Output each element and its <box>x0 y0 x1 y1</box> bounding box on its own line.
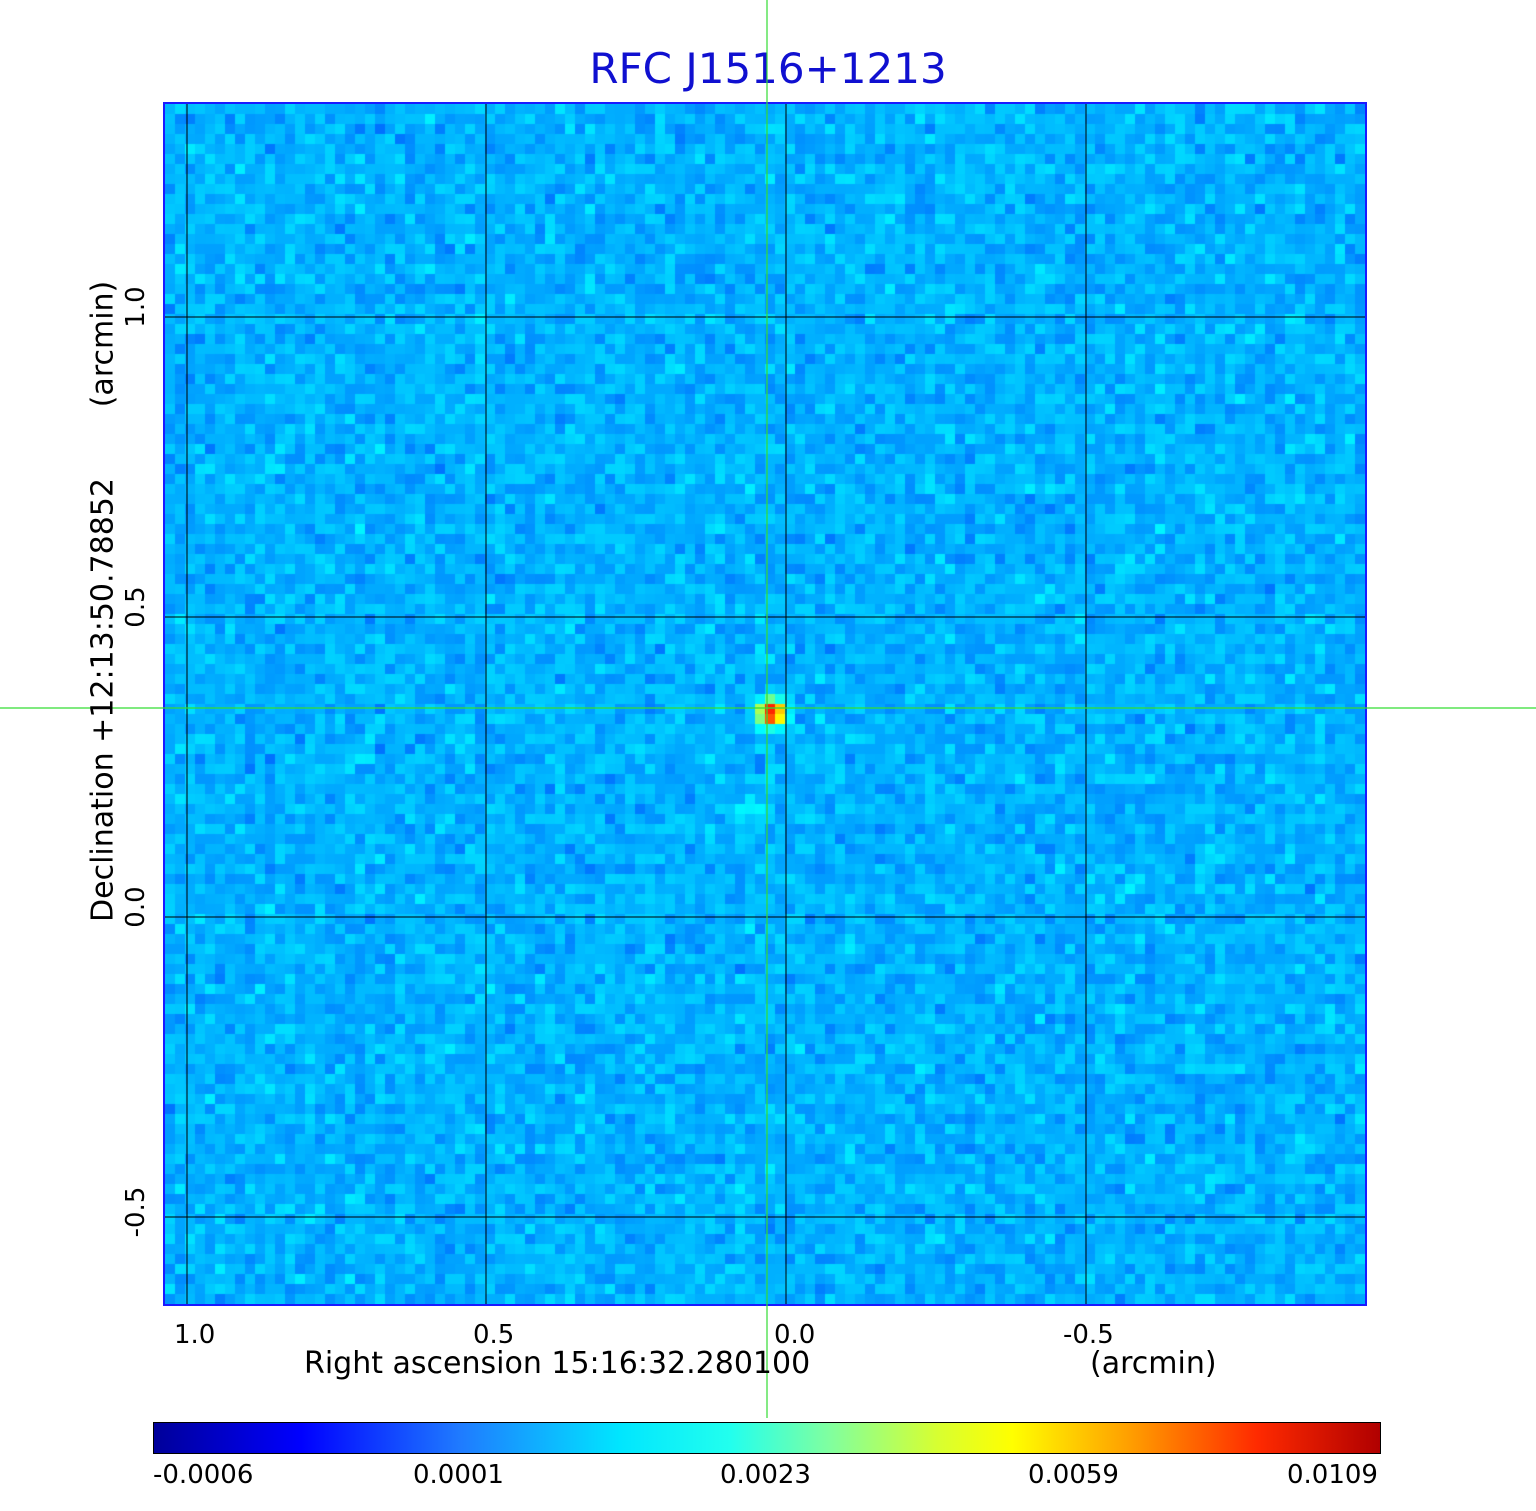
y-tick-label: 1.0 <box>121 286 151 328</box>
colorbar-tick-label: 0.0059 <box>1028 1460 1119 1490</box>
x-tick-label: 1.0 <box>174 1320 216 1350</box>
y-axis-unit: (arcmin) <box>85 280 121 408</box>
colorbar-tick-label: 0.0001 <box>413 1460 504 1490</box>
sky-image[interactable] <box>165 104 1365 1304</box>
x-tick-label: 0.0 <box>774 1320 816 1350</box>
y-tick-label: 0.0 <box>121 886 151 928</box>
colorbar-tick-label: 0.0023 <box>720 1460 811 1490</box>
x-tick-label: -0.5 <box>1063 1320 1114 1350</box>
colorbar-tick-label: 0.0109 <box>1287 1460 1378 1490</box>
y-tick-label: 0.5 <box>121 586 151 628</box>
colorbar-tick-label: -0.0006 <box>153 1460 254 1490</box>
image-frame <box>163 102 1367 1306</box>
x-axis-label: Right ascension 15:16:32.280100 <box>304 1346 811 1381</box>
colorbar <box>153 1422 1381 1454</box>
image-title: RFC J1516+1213 <box>589 44 947 93</box>
x-axis-unit: (arcmin) <box>1090 1346 1217 1381</box>
x-tick-label: 0.5 <box>473 1320 515 1350</box>
y-axis-label: Declination +12:13:50.78852 <box>85 478 121 922</box>
y-tick-label: -0.5 <box>121 1186 151 1238</box>
